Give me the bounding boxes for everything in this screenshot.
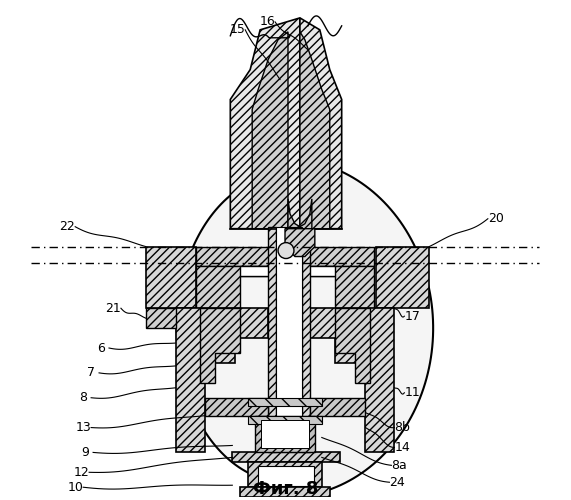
Polygon shape (206, 398, 268, 415)
Text: 16: 16 (259, 16, 275, 28)
Polygon shape (310, 398, 364, 415)
Polygon shape (248, 398, 322, 406)
Polygon shape (176, 159, 433, 497)
Text: 9: 9 (81, 446, 89, 459)
Polygon shape (230, 18, 300, 229)
Text: 8b: 8b (395, 421, 411, 434)
Polygon shape (300, 18, 341, 229)
Bar (276, 226, 302, 452)
Text: 10: 10 (67, 480, 83, 494)
Bar (258, 466, 314, 486)
Polygon shape (252, 32, 288, 228)
Polygon shape (268, 226, 276, 452)
Text: 11: 11 (404, 386, 420, 400)
Text: 17: 17 (404, 310, 420, 322)
Text: 14: 14 (395, 441, 410, 454)
Polygon shape (285, 228, 315, 256)
Text: 8: 8 (79, 391, 87, 404)
Polygon shape (300, 32, 329, 228)
Polygon shape (255, 416, 315, 453)
Text: 7: 7 (87, 366, 95, 380)
Text: 20: 20 (488, 212, 504, 226)
Text: Фиг. 8: Фиг. 8 (254, 480, 319, 498)
Polygon shape (376, 246, 429, 308)
Text: 21: 21 (105, 302, 121, 314)
Text: 6: 6 (97, 342, 105, 354)
Text: 13: 13 (75, 421, 91, 434)
Polygon shape (240, 487, 329, 497)
Polygon shape (146, 246, 195, 308)
Polygon shape (200, 308, 240, 383)
Polygon shape (240, 266, 335, 276)
Polygon shape (195, 266, 375, 308)
Polygon shape (302, 226, 310, 452)
Polygon shape (288, 199, 312, 228)
Bar (261, 420, 309, 448)
Polygon shape (146, 308, 176, 328)
Polygon shape (232, 452, 340, 462)
Polygon shape (335, 308, 369, 383)
Text: 12: 12 (73, 466, 89, 479)
Text: 24: 24 (389, 476, 405, 488)
Polygon shape (248, 462, 322, 487)
Circle shape (278, 242, 294, 258)
Polygon shape (195, 246, 375, 266)
Text: 8a: 8a (392, 459, 407, 472)
Polygon shape (248, 416, 322, 424)
Text: 15: 15 (230, 24, 245, 36)
Polygon shape (310, 308, 395, 452)
Text: 22: 22 (59, 220, 75, 233)
Polygon shape (176, 308, 268, 452)
